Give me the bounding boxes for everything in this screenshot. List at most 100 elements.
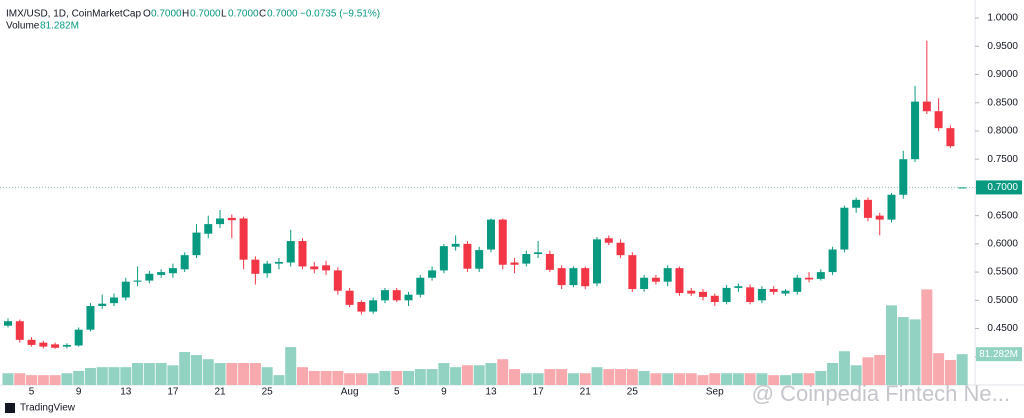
volume-bar <box>214 363 226 385</box>
logo <box>5 403 15 413</box>
candle-body <box>887 194 896 220</box>
volume-bar <box>273 375 285 385</box>
candle-body <box>357 302 366 312</box>
candle-body <box>310 266 319 270</box>
volume-bar <box>132 363 144 385</box>
candle-body <box>39 342 48 347</box>
volume-bar <box>96 367 108 385</box>
candle-body <box>628 255 637 290</box>
candle-body <box>298 241 307 267</box>
volume-bar <box>956 354 968 385</box>
volume-bar <box>155 363 167 385</box>
volume-bar <box>626 369 638 385</box>
volume-bar <box>897 317 909 385</box>
candle-body <box>239 218 248 260</box>
change-value: −0.0735 (−9.51%) <box>300 9 380 20</box>
x-tick-label: 25 <box>627 387 639 398</box>
volume-bar <box>403 370 415 385</box>
candle-body <box>852 199 861 208</box>
y-tick-label: 0.6500 <box>987 210 1018 221</box>
candle-body <box>192 232 201 256</box>
volume-bar <box>638 370 650 385</box>
y-tick-label: 0.9000 <box>987 69 1018 80</box>
candle-body <box>840 207 849 250</box>
candle-body <box>699 291 708 297</box>
volume-bar <box>933 353 945 385</box>
y-tick-label: 0.6000 <box>987 239 1018 250</box>
candle-body <box>27 339 36 345</box>
volume-bar <box>862 357 874 385</box>
candle-body <box>769 289 778 292</box>
candles <box>4 40 967 349</box>
h-label: H <box>182 9 189 20</box>
x-tick-label: 9 <box>76 387 82 398</box>
candle-body <box>168 268 177 274</box>
y-tick-label: 0.5000 <box>987 295 1018 306</box>
y-tick-label: 0.7500 <box>987 154 1018 165</box>
candle-body <box>569 268 578 286</box>
volume-bar <box>838 351 850 385</box>
candle-body <box>816 272 825 279</box>
candle-body <box>404 294 413 301</box>
candle-body <box>62 344 71 347</box>
candle-body <box>98 303 107 306</box>
candle-body <box>428 270 437 278</box>
candle-body <box>157 272 166 275</box>
volume-bar <box>850 365 862 385</box>
volume-value: 81.282M <box>40 21 79 32</box>
candle-body <box>828 249 837 273</box>
volume-bar <box>226 363 238 385</box>
candle-body <box>534 252 543 255</box>
volume-bar <box>37 375 49 385</box>
candle-body <box>934 111 943 129</box>
volume-bar <box>261 367 273 385</box>
candle-body <box>675 268 684 293</box>
candle-body <box>510 262 519 265</box>
candle-body <box>15 321 24 340</box>
volume-bar <box>391 370 403 385</box>
candle-body <box>322 265 331 271</box>
candle-body <box>663 268 672 282</box>
volume-bar <box>544 369 556 385</box>
volume-bar <box>202 359 214 385</box>
volume-bar <box>238 363 250 385</box>
candle-body <box>380 290 389 301</box>
volume-bar <box>532 373 544 385</box>
volume-bar <box>779 375 791 385</box>
volume-bar <box>579 373 591 385</box>
candle-body <box>121 281 130 298</box>
volume-bar <box>249 363 261 385</box>
candle-body <box>722 287 731 303</box>
candle-body <box>486 219 495 250</box>
y-tick-label: 0.9500 <box>987 41 1018 52</box>
volume-bar <box>803 373 815 385</box>
candle-body <box>581 268 590 287</box>
volume-bar <box>26 375 38 385</box>
volume-bar <box>662 373 674 385</box>
candle-body <box>369 300 378 312</box>
volume-bar <box>791 373 803 385</box>
x-tick-label: Sep <box>706 387 724 398</box>
candle-body <box>593 239 601 284</box>
candle-body <box>463 243 472 269</box>
volume-bar <box>438 363 450 385</box>
volume-label: Volume <box>6 21 40 32</box>
y-tick-label: 0.8000 <box>987 126 1018 137</box>
x-tick-label: 21 <box>580 387 592 398</box>
candle-body <box>263 263 272 274</box>
candle-body <box>746 287 755 303</box>
volume-bar <box>567 373 579 385</box>
volume-bar <box>909 319 921 385</box>
candle-body <box>710 295 719 303</box>
volume-bar <box>108 367 120 385</box>
volume-bar <box>450 367 462 385</box>
volume-bar <box>485 363 497 385</box>
close-value: 0.7000 <box>267 9 298 20</box>
candle-body <box>216 218 225 225</box>
candle-body <box>522 254 531 264</box>
candle-body <box>251 259 260 274</box>
volume-bar <box>744 373 756 385</box>
x-tick-label: 17 <box>167 387 179 398</box>
candle-body <box>604 238 613 243</box>
